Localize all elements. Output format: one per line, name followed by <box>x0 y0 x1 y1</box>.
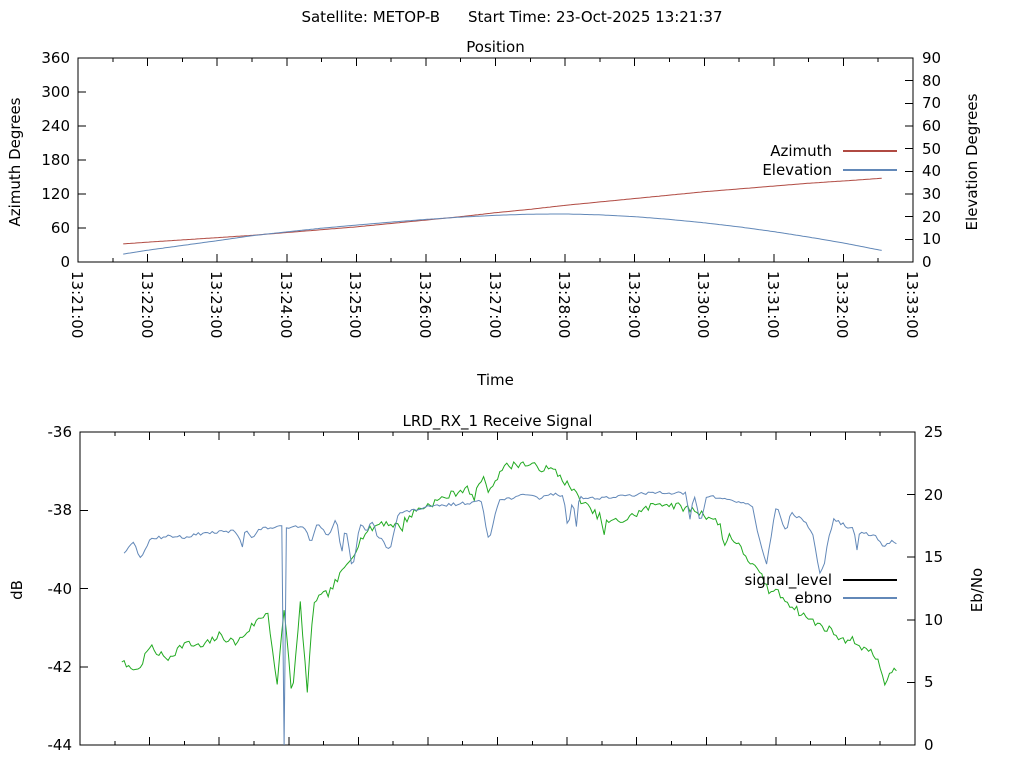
y-right-tick-label: 0 <box>922 253 932 271</box>
y-right-tick-label: 20 <box>924 485 944 504</box>
x-tick-label: 13:24:00 <box>276 271 295 339</box>
legend-item-signal-level: signal_level <box>682 571 897 589</box>
x-tick-label: 13:30:00 <box>694 271 713 339</box>
y-left-tick-label: 60 <box>50 219 70 237</box>
elevation-axis-label: Elevation Degrees <box>963 93 981 231</box>
y-left-tick-label: -44 <box>47 736 73 754</box>
start-time-label: Start Time: 23-Oct-2025 13:21:37 <box>468 8 723 26</box>
y-right-tick-label: 20 <box>922 207 942 226</box>
x-tick-label: 13:33:00 <box>903 271 921 339</box>
y-right-tick-label: 60 <box>922 117 942 135</box>
y-left-tick-label: 300 <box>41 83 70 101</box>
y-right-tick-label: 5 <box>924 673 934 692</box>
y-right-tick-label: 30 <box>922 185 942 203</box>
y-right-tick-label: 50 <box>922 139 942 158</box>
y-left-tick-label: 120 <box>41 185 70 203</box>
time-axis-label: Time <box>477 371 514 389</box>
x-tick-label: 13:31:00 <box>763 271 782 339</box>
series-ebno <box>123 490 897 746</box>
series-signal-level <box>121 461 897 693</box>
legend-item-azimuth: Azimuth <box>682 142 897 160</box>
legend-item-elevation: Elevation <box>682 161 897 179</box>
y-right-tick-label: 25 <box>924 423 944 441</box>
y-right-tick-label: 90 <box>922 49 942 67</box>
main-title: Satellite: METOP-B Start Time: 23-Oct-20… <box>0 8 1024 26</box>
y-right-tick-label: 0 <box>924 736 934 754</box>
y-right-tick-label: 15 <box>924 548 944 567</box>
x-tick-label: 13:32:00 <box>833 271 852 339</box>
x-tick-label: 13:28:00 <box>555 271 574 339</box>
series-elevation <box>123 213 882 255</box>
position-chart-title: Position <box>466 38 525 56</box>
ebno-axis-label: Eb/No <box>968 567 986 613</box>
x-tick-label: 13:29:00 <box>624 271 643 339</box>
legend-label-signal-level: signal_level <box>744 571 832 589</box>
receive-signal-chart-title: LRD_RX_1 Receive Signal <box>402 412 593 430</box>
legend-line-sample-elevation <box>843 169 897 171</box>
y-right-tick-label: 80 <box>922 71 942 90</box>
legend-label-azimuth: Azimuth <box>770 142 832 160</box>
legend-line-sample-azimuth <box>843 150 897 152</box>
legend-item-ebno: ebno <box>682 589 897 607</box>
legend-label-ebno: ebno <box>794 589 832 607</box>
x-tick-label: 13:22:00 <box>137 271 156 339</box>
y-left-tick-label: -36 <box>47 423 73 441</box>
x-tick-label: 13:21:00 <box>68 271 86 339</box>
x-tick-label: 13:25:00 <box>346 271 365 339</box>
y-right-tick-label: 70 <box>922 94 942 113</box>
y-left-tick-label: -42 <box>47 657 73 676</box>
y-left-tick-label: -38 <box>47 501 73 520</box>
legend-line-sample-signal-level <box>843 579 897 581</box>
y-right-tick-label: 10 <box>922 230 942 249</box>
y-right-tick-label: 10 <box>924 610 944 629</box>
x-tick-label: 13:27:00 <box>485 271 504 339</box>
x-tick-label: 13:26:00 <box>415 271 434 339</box>
y-left-tick-label: 240 <box>41 117 70 135</box>
y-left-tick-label: 360 <box>41 49 70 67</box>
series-azimuth <box>123 177 882 245</box>
y-right-tick-label: 40 <box>922 162 942 181</box>
y-left-tick-label: 180 <box>41 151 70 169</box>
legend-label-elevation: Elevation <box>762 161 832 179</box>
y-left-tick-label: -40 <box>47 579 73 598</box>
legend-line-sample-ebno <box>843 597 897 599</box>
satellite-label: Satellite: METOP-B <box>301 8 440 26</box>
x-tick-label: 13:23:00 <box>207 271 226 339</box>
y-left-tick-label: 0 <box>60 253 70 271</box>
